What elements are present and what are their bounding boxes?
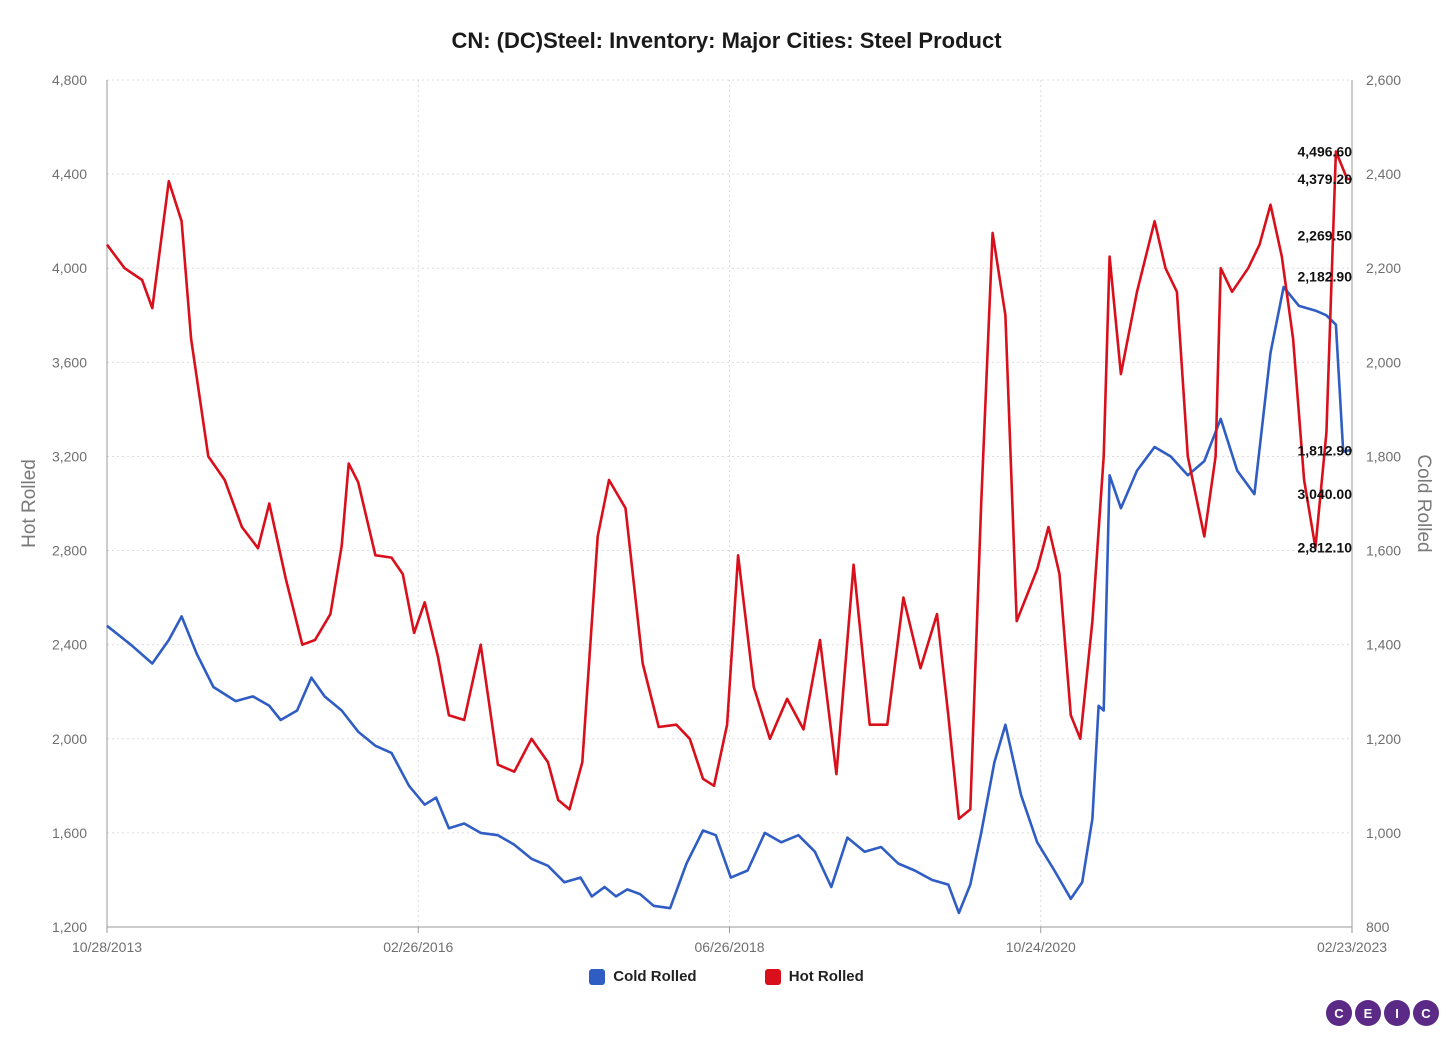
left-tick-label: 3,200 (52, 448, 87, 464)
axes: 1,200 1,600 2,000 2,400 2,800 3,200 3,600 4,000… (19, 72, 1434, 955)
ceic-logo: C E I C (1326, 1000, 1439, 1026)
legend-label-hot-rolled: Hot Rolled (788, 968, 864, 985)
right-tick-label: 2,400 (1366, 166, 1401, 182)
legend-item-hot-rolled[interactable]: Hot Rolled (764, 968, 864, 985)
left-tick-label: 4,400 (52, 166, 87, 182)
x-tick-label: 10/24/2020 (1006, 939, 1076, 955)
right-tick-label: 2,600 (1366, 72, 1401, 88)
value-label: 3,040.00 (1298, 486, 1353, 502)
x-tick-label: 10/28/2013 (72, 939, 142, 955)
left-tick-label: 4,000 (52, 260, 87, 276)
legend-swatch-cold-rolled (589, 968, 606, 985)
x-tick-label: 02/23/2023 (1317, 939, 1387, 955)
logo-letter: I (1384, 1000, 1410, 1026)
value-label: 4,496.60 (1298, 143, 1353, 159)
value-labels: 4,496.60 4,379.20 2,269.50 2,182.90 1,812.90… (1298, 143, 1353, 555)
logo-letter: E (1355, 1000, 1381, 1026)
legend-item-cold-rolled[interactable]: Cold Rolled (589, 968, 697, 985)
logo-letter: C (1326, 1000, 1352, 1026)
value-label: 4,379.20 (1298, 171, 1353, 187)
legend-swatch-hot-rolled (764, 968, 781, 985)
value-label: 2,812.10 (1298, 540, 1353, 556)
right-axis-title: Cold Rolled (1413, 454, 1434, 552)
right-tick-label: 1,000 (1366, 825, 1401, 841)
x-tick-label: 06/26/2018 (694, 939, 764, 955)
left-tick-label: 3,600 (52, 354, 87, 370)
legend-label-cold-rolled: Cold Rolled (613, 968, 697, 985)
right-tick-label: 1,400 (1366, 637, 1401, 653)
left-tick-label: 4,800 (52, 72, 87, 88)
gridlines (107, 79, 1352, 927)
left-tick-label: 2,400 (52, 637, 87, 653)
right-tick-label: 800 (1366, 919, 1390, 935)
left-tick-label: 2,000 (52, 731, 87, 747)
value-label: 1,812.90 (1298, 442, 1353, 458)
chart-title: CN: (DC)Steel: Inventory: Major Cities: … (451, 28, 1002, 53)
left-tick-label: 2,800 (52, 543, 87, 559)
logo-letter: C (1413, 1000, 1439, 1026)
legend: Cold Rolled Hot Rolled (0, 968, 1453, 989)
right-tick-label: 2,000 (1366, 354, 1401, 370)
right-tick-label: 2,200 (1366, 260, 1401, 276)
right-tick-label: 1,800 (1366, 448, 1401, 464)
value-label: 2,182.90 (1298, 268, 1353, 284)
left-tick-label: 1,600 (52, 825, 87, 841)
right-tick-label: 1,200 (1366, 731, 1401, 747)
left-tick-label: 1,200 (52, 919, 87, 935)
value-label: 2,269.50 (1298, 228, 1353, 244)
series-line-cold-rolled (106, 285, 1352, 915)
x-tick-label: 02/26/2016 (383, 939, 453, 955)
series-lines (105, 150, 1352, 915)
right-tick-label: 1,600 (1366, 543, 1401, 559)
series-line-hot-rolled (105, 150, 1352, 821)
left-axis-title: Hot Rolled (19, 459, 40, 548)
